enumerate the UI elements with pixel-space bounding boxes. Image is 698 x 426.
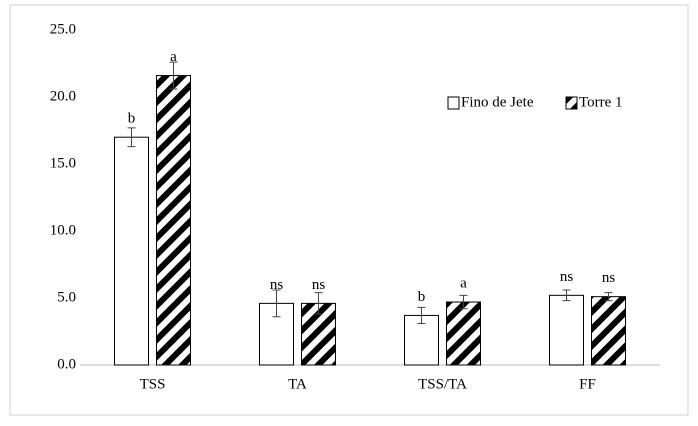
significance-letter: ns [560,269,574,285]
y-tick-label: 10.0 [50,222,76,238]
significance-letter: a [170,49,177,65]
y-tick-label: 15.0 [50,155,76,171]
legend-swatch [447,96,460,110]
legend-label: Fino de Jete [461,94,534,110]
y-tick-label: 5.0 [57,289,76,305]
error-bar [562,289,571,302]
bar [156,75,191,366]
error-bar [127,127,136,148]
error-bar [169,61,178,90]
significance-letter: ns [602,270,616,286]
significance-letter: ns [270,277,284,293]
x-tick-label: TA [288,376,307,392]
error-bar [272,289,281,318]
x-tick-label: TSS/TA [418,376,467,392]
significance-letter: b [128,111,136,127]
x-tick-label: FF [579,376,596,392]
error-bar [459,294,468,310]
legend-swatch [565,96,578,110]
significance-letter: b [418,289,426,305]
y-tick-label: 20.0 [50,88,76,104]
legend-label: Torre 1 [579,94,623,110]
bar [549,294,584,366]
error-bar [417,306,426,324]
y-tick-label: 0.0 [57,356,76,372]
y-tick-label: 25.0 [50,21,76,37]
bar [114,136,149,366]
error-bar [314,292,323,315]
frame [9,4,689,416]
x-tick-label: TSS [140,376,166,392]
significance-letter: ns [312,277,326,293]
bar [446,301,481,366]
significance-letter: a [460,275,467,291]
bar [591,296,626,366]
error-bar [604,292,613,302]
